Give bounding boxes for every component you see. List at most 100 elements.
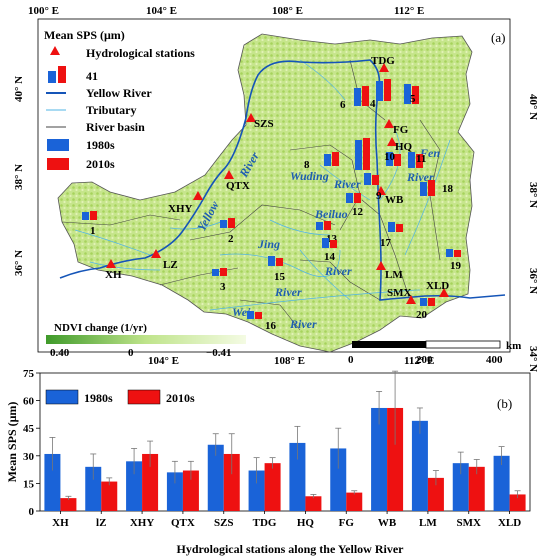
legend-2010s: 2010s — [86, 157, 115, 171]
x-tick-label: XLD — [498, 517, 521, 529]
sub-basin-label: 15 — [274, 271, 286, 283]
basin-bar-1980s — [354, 88, 361, 106]
tributaries — [74, 59, 451, 311]
legend-river-basin: River basin — [86, 120, 145, 134]
ndvi-min: 0.40 — [50, 347, 70, 359]
basin-bar-2010s — [354, 193, 361, 203]
river-label-beiluo-river: River — [324, 264, 352, 278]
lat-tick-right-0: 40° N — [527, 94, 539, 120]
bar-2010s-SMX — [468, 466, 485, 511]
sub-basin-label: 20 — [416, 309, 428, 321]
bar-2010s-FG — [346, 492, 363, 511]
basin-bar-2010s — [428, 180, 435, 196]
sub-basin-label: 1 — [90, 225, 96, 237]
legend-series-0-swatch — [45, 389, 79, 405]
basin-bar-1980s — [212, 269, 219, 276]
x-tick-label: QTX — [171, 517, 195, 529]
basin-bar-2010s — [220, 268, 227, 276]
basin-bar-1980s — [404, 84, 411, 104]
legend-stations: Hydrological stations — [86, 46, 195, 60]
basin-bar-2010s — [90, 211, 97, 220]
sub-basin-label: 12 — [352, 206, 364, 218]
river-label-jing: Jing — [257, 237, 280, 251]
lat-tick-right-3: 34° N — [527, 346, 539, 372]
basin-bar-1980s — [247, 311, 254, 319]
lon-tick-bottom-2: 108° E — [274, 355, 305, 367]
sub-basin-label: 16 — [265, 320, 277, 332]
station-marker-hq — [387, 137, 397, 146]
basin-bar-1980s — [355, 140, 362, 170]
basin-bar-1980s — [316, 222, 323, 230]
bar-2010s-XH — [60, 498, 77, 511]
panel-label-b: (b) — [497, 396, 512, 411]
basin-bar-1980s — [322, 238, 329, 248]
basin-area — [57, 33, 475, 353]
station-label-szs: SZS — [254, 118, 274, 130]
basin-bar-1980s — [268, 256, 275, 266]
station-label-xhy: XHY — [168, 203, 193, 215]
y-tick-label: 45 — [23, 423, 35, 435]
river-label-wuding: Wuding — [290, 169, 329, 183]
bar-1980s-lZ — [85, 466, 102, 511]
station-marker-xld — [439, 288, 449, 297]
bar-1980s-HQ — [289, 442, 306, 511]
x-tick-label: SZS — [214, 517, 234, 529]
x-axis-label: Hydrological stations along the Yellow R… — [177, 542, 405, 556]
sub-basin-label: 5 — [410, 93, 416, 105]
sub-basin-label: 11 — [416, 153, 426, 165]
sub-basin-label: 17 — [380, 237, 392, 249]
basin-bar-2010s — [332, 152, 339, 166]
river-label-jing-river: River — [274, 285, 302, 299]
y-tick-label: 75 — [23, 368, 35, 380]
legend-1980s-swatch — [47, 139, 69, 151]
bar-2010s-HQ — [305, 496, 322, 511]
scale-black — [352, 341, 426, 348]
station-marker-tdg — [379, 63, 389, 72]
bar-1980s-SZS — [207, 444, 224, 511]
river-label-fen-river: River — [406, 170, 434, 184]
legend-series-1-swatch — [127, 389, 161, 405]
station-marker-fg — [384, 119, 394, 128]
station-label-qtx: QTX — [226, 180, 250, 192]
x-tick-label: WB — [378, 517, 397, 529]
station-marker-qtx — [224, 170, 234, 179]
bar-2010s-lZ — [101, 481, 118, 511]
station-label-smx: SMX — [387, 287, 412, 299]
station-label-wb: WB — [385, 194, 404, 206]
ndvi-max: −0.41 — [206, 347, 232, 359]
chart-panel: Mean SPS (μm) Hydrological stations alon… — [5, 368, 531, 556]
lon-tick-2: 108° E — [272, 5, 303, 17]
basin-bar-2010s — [416, 154, 423, 168]
bar-2010s-XLD — [509, 494, 526, 511]
lon-tick-1: 104° E — [146, 5, 177, 17]
basin-bar-2010s — [372, 175, 379, 185]
river-label-fen: Fen — [419, 146, 440, 160]
station-label-xld: XLD — [426, 280, 449, 292]
scale-bar: km 0 200 400 — [348, 340, 521, 366]
lat-tick-1: 38° N — [13, 164, 25, 190]
bar-2010s-SZS — [223, 453, 240, 511]
station-marker-wb — [376, 186, 386, 195]
bar-2010s-TDG — [264, 463, 281, 511]
station-label-hq: HQ — [395, 141, 413, 153]
legend-bar-red — [58, 66, 66, 83]
x-tick-label: HQ — [297, 517, 315, 529]
scale-200: 200 — [416, 354, 433, 366]
station-marker-lm — [376, 261, 386, 270]
basin-bar-2010s — [228, 218, 235, 228]
basin-bar-2010s — [454, 250, 461, 257]
station-label-xh: XH — [105, 269, 122, 281]
panel-label-a: (a) — [491, 30, 505, 45]
sub-basin-label: 6 — [340, 99, 346, 111]
x-tick-label: FG — [339, 517, 355, 529]
y-tick-label: 0 — [29, 506, 35, 518]
lat-tick-right-2: 36° N — [527, 268, 539, 294]
sub-basin-label: 13 — [326, 233, 338, 245]
basin-bar-2010s — [384, 79, 391, 101]
station-label-lz: LZ — [163, 259, 178, 271]
x-tick-label: TDG — [253, 517, 277, 529]
lon-tick-3: 112° E — [394, 5, 424, 17]
station-label-tdg: TDG — [371, 55, 395, 67]
station-marker-xh — [106, 259, 116, 268]
